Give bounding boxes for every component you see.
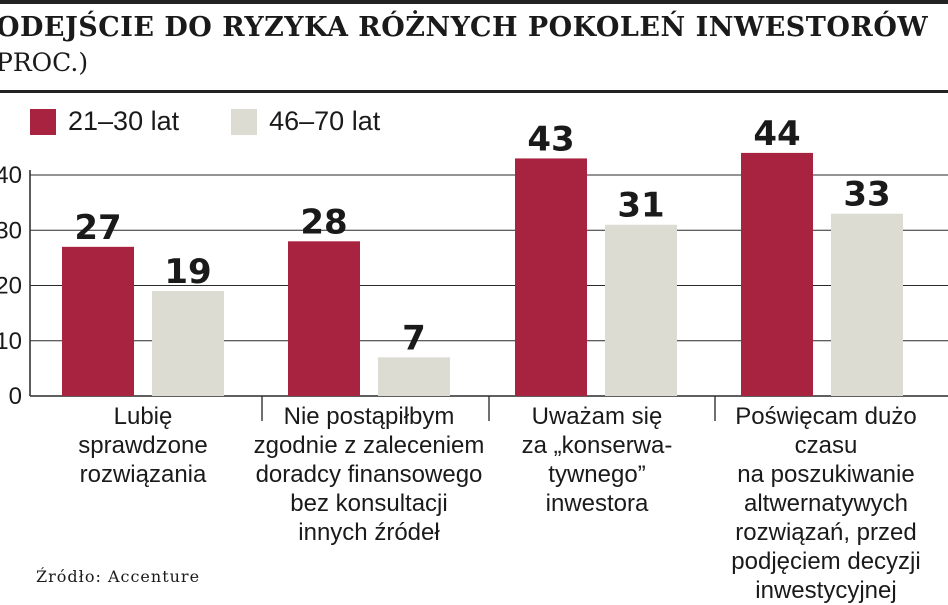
bar-series2-cat3 [605, 224, 677, 396]
data-label-series1-cat4: 44 [753, 114, 800, 154]
source-note: Źródło: Accenture [36, 567, 201, 586]
category-label-3: Uważam się za „konserwa- tywnego” inwest… [521, 403, 673, 517]
bar-series1-cat2 [288, 241, 360, 396]
header-rule [0, 90, 948, 93]
bar-series2-cat1 [152, 291, 224, 396]
category-label-1: Lubię sprawdzone rozwiązania [78, 403, 208, 488]
bar-series1-cat3 [515, 158, 587, 396]
legend-swatch-series-1 [30, 108, 56, 135]
legend-item-series-2: 46–70 lat [231, 106, 380, 137]
data-label-series1-cat2: 28 [300, 202, 347, 242]
data-label-series1-cat3: 43 [527, 119, 574, 159]
legend-item-series-1: 21–30 lat [30, 106, 179, 137]
chart-title: ODEJŚCIE DO RYZYKA RÓŻNYCH POKOLEŃ INWES… [0, 12, 929, 43]
bar-series2-cat2 [378, 357, 450, 396]
y-tick-label-40: 40 [0, 162, 22, 189]
data-label-series2-cat1: 19 [164, 252, 211, 292]
bar-series2-cat4 [831, 213, 903, 396]
legend: 21–30 lat 46–70 lat [30, 106, 432, 137]
y-tick-label-0: 0 [9, 383, 22, 410]
data-label-series2-cat4: 33 [843, 175, 890, 215]
data-label-series2-cat2: 7 [402, 318, 426, 358]
y-tick-label-30: 30 [0, 217, 22, 244]
data-label-series1-cat1: 27 [74, 208, 121, 248]
y-tick-label-20: 20 [0, 273, 22, 300]
legend-label-series-1: 21–30 lat [68, 106, 180, 136]
top-rule [0, 0, 948, 4]
data-label-series2-cat3: 31 [617, 186, 664, 226]
chart-subtitle: PROC.) [0, 48, 89, 77]
bar-series1-cat4 [741, 152, 813, 396]
category-label-2: Nie postąpiłbym zgodnie z zaleceniem dor… [253, 403, 485, 546]
legend-label-series-2: 46–70 lat [269, 106, 381, 136]
y-tick-label-10: 10 [0, 328, 22, 355]
bar-series1-cat1 [62, 246, 134, 396]
legend-swatch-series-2 [231, 108, 258, 135]
category-label-4: Poświęcam dużo czasu na poszukiwanie alt… [731, 403, 921, 604]
